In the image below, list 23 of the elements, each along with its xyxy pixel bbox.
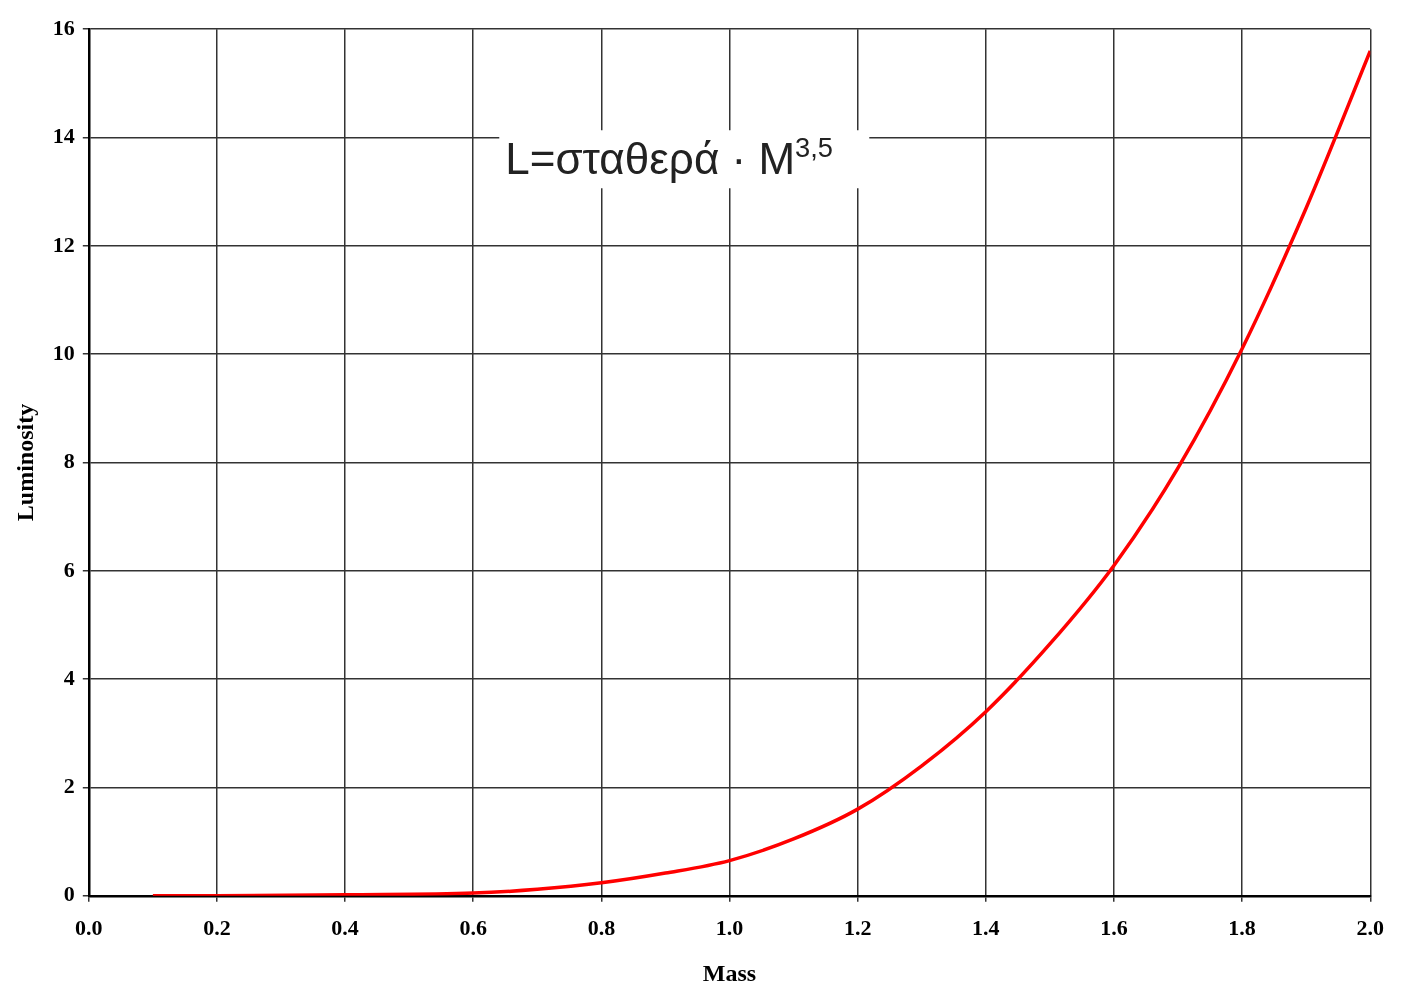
y-tick-label: 0 — [63, 881, 75, 907]
x-tick-label: 1.2 — [843, 914, 872, 940]
x-tick-label: 0.6 — [459, 914, 487, 940]
x-tick-label: 0.2 — [203, 914, 231, 940]
x-tick-label: 2.0 — [1356, 914, 1384, 940]
x-tick-label: 0.8 — [587, 914, 616, 940]
x-tick-label: 0.4 — [331, 914, 359, 940]
x-tick-label: 1.4 — [972, 914, 1000, 940]
y-tick-label: 6 — [63, 556, 75, 582]
x-tick-label: 1.6 — [1100, 914, 1128, 940]
x-tick-label: 0.0 — [75, 914, 103, 940]
y-tick-label: 4 — [63, 664, 75, 690]
y-axis-title: Luminosity — [11, 403, 38, 522]
line-series — [151, 49, 1371, 896]
y-tick-label: 2 — [63, 773, 75, 799]
y-tick-label: 12 — [52, 231, 75, 257]
y-tick-label: 14 — [52, 123, 75, 149]
x-axis-title: Mass — [702, 959, 757, 986]
y-tick-label: 16 — [52, 14, 75, 40]
y-tick-label: 8 — [63, 448, 75, 474]
y-tick-label: 10 — [52, 339, 75, 365]
x-tick-label: 1.8 — [1228, 914, 1256, 940]
x-tick-label: 1.0 — [715, 914, 744, 940]
